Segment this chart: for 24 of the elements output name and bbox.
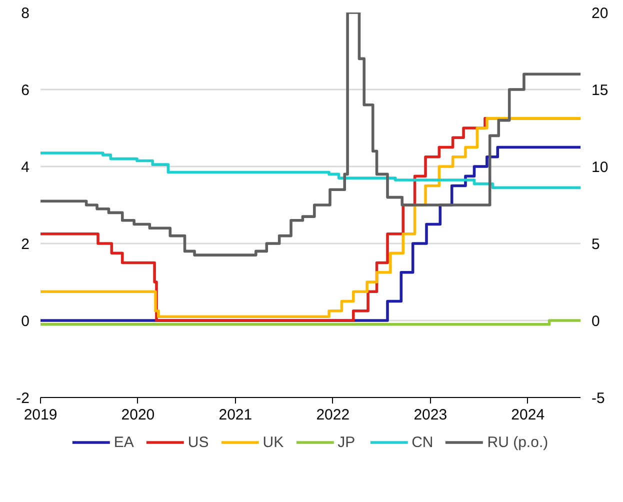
y2-tick-label: 20 [592, 5, 608, 22]
y-tick-label: 0 [21, 313, 30, 330]
x-tick-label: 2022 [316, 406, 350, 424]
y2-tick-label: 0 [592, 313, 600, 330]
y-tick-label: 4 [21, 159, 30, 176]
x-tick-label: 2020 [121, 406, 155, 424]
legend-label: US [188, 434, 209, 450]
x-tick-label: 2019 [24, 406, 58, 424]
y2-tick-label: 15 [592, 82, 608, 99]
y2-tick-label: 5 [592, 236, 600, 253]
y-tick-label: 2 [21, 236, 30, 253]
y-tick-label: -2 [16, 390, 30, 407]
x-tick-label: 2024 [511, 406, 545, 424]
legend-label: CN [412, 434, 434, 450]
legend-label: EA [114, 434, 134, 450]
y2-tick-label: 10 [592, 159, 608, 176]
legend-label: UK [262, 434, 284, 450]
x-tick-label: 2023 [414, 406, 448, 424]
legend-label: JP [338, 434, 356, 450]
legend-label: RU (p.o.) [487, 434, 548, 450]
y-tick-label: 6 [21, 82, 30, 99]
y-tick-label: 8 [21, 5, 30, 22]
y2-tick-label: -5 [592, 390, 605, 407]
x-tick-label: 2021 [218, 406, 252, 424]
